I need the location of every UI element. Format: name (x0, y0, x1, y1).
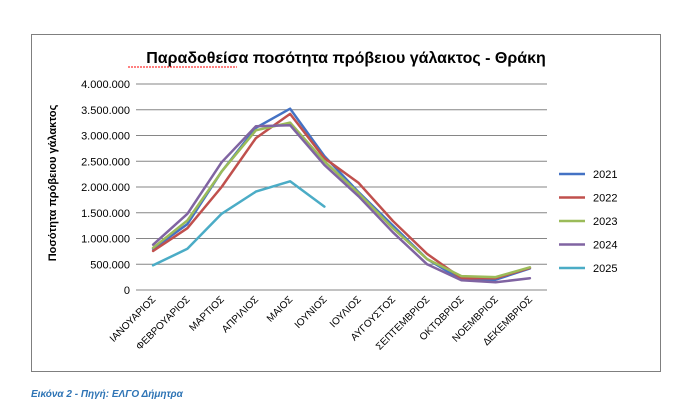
legend-label-2021: 2021 (593, 169, 617, 181)
series-line-2024 (151, 123, 532, 284)
y-tick-label-2: 1.000.000 (81, 234, 130, 246)
y-tick-label-3: 1.500.000 (81, 208, 130, 220)
series-line-2022 (151, 112, 532, 280)
chart-title: Παραδοθείσα ποσότητα πρόβειου γάλακτος -… (146, 50, 546, 67)
legend-label-2025: 2025 (593, 263, 617, 275)
legend: 2021 2022 2023 2024 2025 (559, 169, 617, 275)
y-tick-label-6: 3.000.000 (81, 131, 130, 143)
series-line-2025 (151, 180, 326, 267)
y-tick-label-7: 3.500.000 (81, 105, 130, 117)
gridlines (136, 83, 547, 291)
legend-label-2024: 2024 (593, 240, 617, 252)
chart-frame: Παραδοθείσα ποσότητα πρόβειου γάλακτος -… (31, 34, 661, 372)
x-tick-label-3: ΑΠΡΙΛΙΟΣ (220, 294, 261, 335)
y-axis-label: Ποσότητα πρόβειου γάλακτος (47, 104, 59, 261)
y-tick-label-5: 2.500.000 (81, 156, 130, 168)
series-line-2023 (151, 121, 532, 279)
x-tick-label-6: ΙΟΥΛΙΟΣ (328, 294, 364, 330)
chart: Παραδοθείσα ποσότητα πρόβειου γάλακτος -… (47, 50, 617, 353)
x-tick-label-5: ΙΟΥΝΙΟΣ (293, 294, 330, 331)
series-line-2021 (151, 107, 532, 281)
legend-label-2023: 2023 (593, 216, 617, 228)
y-tick-label-1: 500.000 (90, 259, 130, 271)
y-tick-label-8: 4.000.000 (81, 79, 130, 91)
series-lines (151, 107, 532, 284)
y-tick-label-4: 2.000.000 (81, 182, 130, 194)
y-tick-label-0: 0 (124, 285, 130, 297)
x-tick-label-4: ΜΑΙΟΣ (265, 294, 295, 324)
legend-label-2022: 2022 (593, 193, 617, 205)
y-axis-ticks: 0 500.000 1.000.000 1.500.000 2.000.000 2.500… (81, 79, 130, 297)
figure-caption: Εικόνα 2 - Πηγή: ΕΛΓΟ Δήμητρα (31, 389, 183, 400)
